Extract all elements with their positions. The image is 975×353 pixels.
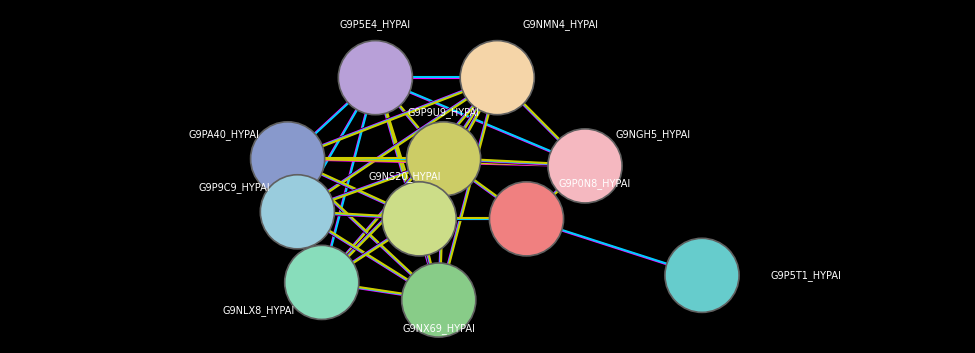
Ellipse shape (285, 245, 359, 319)
Text: G9P5E4_HYPAI: G9P5E4_HYPAI (340, 19, 410, 30)
Ellipse shape (251, 122, 325, 196)
Text: G9P9U9_HYPAI: G9P9U9_HYPAI (408, 108, 480, 118)
Ellipse shape (489, 182, 564, 256)
Text: G9NLX8_HYPAI: G9NLX8_HYPAI (222, 305, 294, 316)
Ellipse shape (460, 41, 534, 115)
Ellipse shape (382, 182, 456, 256)
Text: G9P0N8_HYPAI: G9P0N8_HYPAI (559, 178, 631, 189)
Ellipse shape (407, 122, 481, 196)
Text: G9PA40_HYPAI: G9PA40_HYPAI (189, 129, 259, 139)
Text: G9NMN4_HYPAI: G9NMN4_HYPAI (523, 19, 599, 30)
Text: G9NS20_HYPAI: G9NS20_HYPAI (369, 171, 441, 182)
Text: G9NX69_HYPAI: G9NX69_HYPAI (403, 323, 475, 334)
Ellipse shape (402, 263, 476, 337)
Ellipse shape (548, 129, 622, 203)
Text: G9P9C9_HYPAI: G9P9C9_HYPAI (198, 182, 270, 192)
Text: G9NGH5_HYPAI: G9NGH5_HYPAI (615, 129, 691, 139)
Ellipse shape (338, 41, 412, 115)
Text: G9P5T1_HYPAI: G9P5T1_HYPAI (770, 270, 841, 281)
Ellipse shape (665, 238, 739, 312)
Ellipse shape (260, 175, 334, 249)
